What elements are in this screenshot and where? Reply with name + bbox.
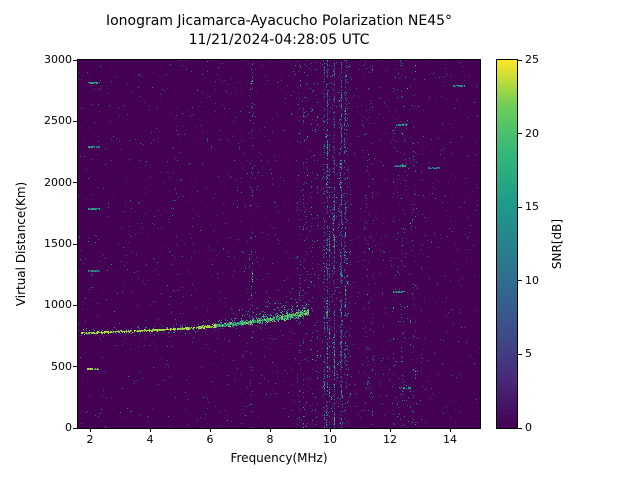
y-tick-label: 1500	[44, 237, 72, 250]
colorbar-tick-label: 5	[525, 347, 532, 361]
chart-subtitle: 11/21/2024-04:28:05 UTC	[188, 32, 370, 48]
colorbar-tick-label: 25	[525, 53, 539, 66]
x-tick-mark	[89, 428, 91, 432]
colorbar-frame	[496, 59, 518, 429]
ionogram-heatmap-canvas	[78, 60, 480, 428]
x-tick-mark	[209, 428, 211, 432]
x-tick-label: 14	[443, 433, 457, 446]
colorbar-tick-label: 15	[525, 200, 539, 214]
x-tick-label: 10	[323, 433, 337, 446]
x-tick-label: 8	[266, 433, 274, 446]
colorbar-gradient-canvas	[497, 60, 517, 428]
y-tick-label: 500	[51, 359, 72, 373]
y-axis-label: Virtual Distance(Km)	[14, 181, 28, 307]
y-tick-label: 2000	[44, 175, 72, 189]
x-tick-mark	[149, 428, 151, 432]
y-tick-mark	[73, 120, 77, 122]
y-tick-label: 2500	[44, 114, 72, 128]
colorbar-tick-mark	[518, 427, 522, 429]
y-tick-label: 1000	[44, 298, 72, 312]
y-tick-label: 0	[65, 421, 72, 434]
y-tick-mark	[73, 304, 77, 306]
y-tick-mark	[73, 366, 77, 368]
x-tick-label: 2	[86, 433, 94, 446]
colorbar-tick-label: 20	[525, 126, 539, 140]
colorbar-tick-label: 10	[525, 273, 539, 287]
colorbar-tick-mark	[518, 133, 522, 135]
x-tick-mark	[269, 428, 271, 432]
x-tick-label: 12	[383, 433, 397, 446]
y-tick-mark	[73, 243, 77, 245]
y-tick-mark	[73, 59, 77, 61]
colorbar-tick-mark	[518, 59, 522, 61]
y-tick-mark	[73, 427, 77, 429]
y-tick-mark	[73, 182, 77, 184]
x-tick-mark	[329, 428, 331, 432]
x-tick-label: 6	[206, 433, 214, 446]
colorbar-tick-mark	[518, 280, 522, 282]
chart-title: Ionogram Jicamarca-Ayacucho Polarization…	[105, 13, 453, 29]
y-tick-label: 3000	[44, 53, 72, 66]
plot-frame	[77, 59, 481, 429]
x-tick-label: 4	[146, 433, 154, 446]
colorbar-tick-mark	[518, 206, 522, 208]
x-axis-label: Frequency(MHz)	[230, 451, 328, 465]
colorbar-tick-label: 0	[525, 421, 532, 434]
colorbar-tick-mark	[518, 353, 522, 355]
colorbar-label: SNR[dB]	[550, 218, 564, 270]
x-tick-mark	[389, 428, 391, 432]
x-tick-mark	[449, 428, 451, 432]
